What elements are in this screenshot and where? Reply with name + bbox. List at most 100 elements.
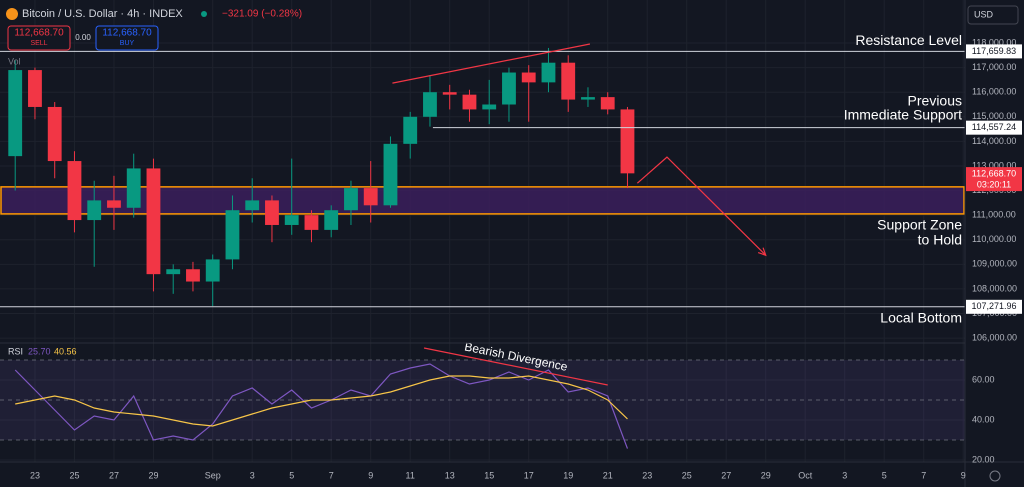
rsi-line [15,375,628,427]
annotation: Previous [908,92,962,108]
annotation: Local Bottom [880,310,962,326]
candle-body [383,143,398,206]
x-tick-label: 29 [148,470,158,480]
x-tick-label: 13 [445,470,455,480]
candle-body [245,200,260,211]
candle-body [600,97,615,110]
x-tick-label: 25 [69,470,79,480]
y-tick-label: 20.00 [972,454,995,464]
candle-body [462,94,477,110]
annotation: Immediate Support [844,106,962,122]
candle-body [502,72,516,105]
y-tick-label: 109,000.00 [972,259,1017,269]
candle-body [403,116,418,144]
sell-button[interactable] [7,25,71,51]
candle-body [146,168,161,275]
btc-icon [6,8,18,20]
rsi-legend-value: 40.56 [54,346,77,356]
countdown: 03:20:11 [977,179,1011,189]
y-tick-label: 40.00 [972,414,995,424]
y-tick-label: 114,000.00 [972,136,1016,146]
candle-body [324,210,339,230]
candle-body [521,72,536,83]
candle-body [561,62,576,100]
annotation: to Hold [918,232,962,248]
candle-body [47,106,62,162]
x-tick-label: 17 [524,470,534,480]
sell-label: SELL [30,40,47,47]
candle-body [186,269,200,282]
x-tick-label: 5 [289,470,294,480]
rsi-legend-title: RSI [8,346,23,356]
currency-button[interactable] [967,5,1019,25]
divergence-line [423,347,608,386]
change: −321.09 (−0.28%) [222,9,302,20]
y-tick-label: 106,000.00 [972,332,1017,342]
candle-body [541,62,556,83]
candle-body [304,215,319,230]
candle-body [265,200,279,225]
projection-path [636,156,767,256]
trend-line [392,43,591,84]
buy-price: 112,668.70 [102,28,152,39]
spread: 0.00 [75,33,91,42]
x-tick-label: 29 [761,470,771,480]
y-tick-label: 118,000.00 [972,37,1016,47]
x-tick-label: 9 [368,470,373,480]
y-tick-label: 60.00 [972,374,995,384]
support-zone [0,186,965,215]
axes: 106,000.00107,000.00108,000.00109,000.00… [30,37,1022,480]
x-tick-label: 9 [961,470,966,480]
last-price-label: 112,668.70 [972,168,1016,178]
x-tick-label: 27 [109,470,119,480]
y-tick-label: 111,000.00 [972,210,1016,220]
buy-label: BUY [120,40,135,47]
candle-body [8,70,23,157]
sell-price: 112,668.70 [14,28,64,39]
x-tick-label: 11 [406,470,415,480]
y-tick-label: 110,000.00 [972,234,1016,244]
x-tick-label: 27 [721,470,731,480]
x-tick-label: 5 [882,470,887,480]
buy-button[interactable] [95,25,159,51]
rsi-legend-value: 25.70 [28,346,51,356]
annotation: Support Zone [877,217,962,233]
x-tick-label: Sep [205,470,221,480]
x-tick-label: 25 [682,470,692,480]
x-tick-label: 7 [921,470,926,480]
candle-body [344,188,358,211]
candle-body [620,109,635,174]
candle-body [363,188,378,206]
toolbar: Bitcoin / U.S. Dollar · 4h · INDEX −321.… [6,5,1019,482]
level-label-box [966,120,1022,135]
x-tick-label: 19 [563,470,573,480]
candle-body [67,161,82,221]
volume-label: Vol [8,56,21,66]
x-tick-label: 23 [642,470,652,480]
y-tick-label: 113,000.00 [972,160,1016,170]
grid [0,0,965,462]
x-tick-label: 3 [842,470,847,480]
x-tick-label: 21 [603,470,613,480]
level-label: 107,271.96 [971,301,1016,311]
candle-body [166,269,181,275]
candle-body [284,215,299,225]
currency: USD [974,9,994,19]
level-label-box [966,44,1022,59]
candle-body [28,70,42,107]
level-label-box [966,299,1022,314]
x-tick-label: 7 [329,470,334,480]
candle-body [225,210,240,260]
market-status [201,11,207,17]
candle-body [87,200,102,221]
y-tick-label: 108,000.00 [972,283,1017,293]
arrow-head [757,247,767,257]
symbol: Bitcoin / U.S. Dollar · 4h · INDEX [22,8,183,20]
x-tick-label: 3 [250,470,255,480]
settings-icon[interactable] [989,470,1001,482]
y-tick-label: 116,000.00 [972,87,1016,97]
x-tick-label: 23 [30,470,40,480]
y-tick-label: 117,000.00 [972,62,1016,72]
